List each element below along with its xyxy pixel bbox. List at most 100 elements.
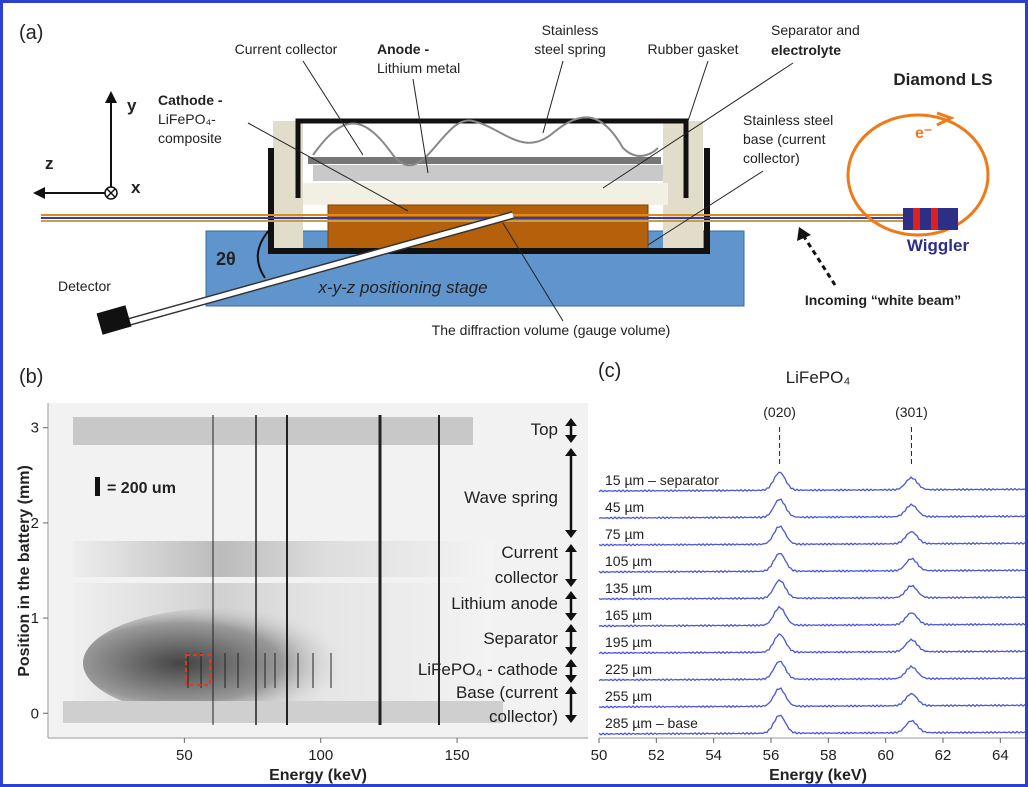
x-tick-label: 64 [992,747,1009,764]
axis-x [106,188,116,198]
trace-label: 105 µm [605,553,652,569]
case [268,148,710,254]
wiggler-pole [913,208,920,230]
trace-label: 195 µm [605,634,652,650]
arrow-head [565,418,577,443]
y-tick-label: 2 [31,515,39,532]
arrow-head [565,624,577,655]
x-tick-label: 60 [877,747,894,764]
x-tick-label: 150 [445,747,470,764]
collector-layer [308,157,661,164]
electron-label: e⁻ [915,125,932,142]
gasket [663,121,703,249]
axis-label: x [131,178,141,197]
angle-arc [256,227,272,279]
part-label: Cathode - [158,92,223,108]
trace-label: 165 µm [605,607,652,623]
wiggler-label: Wiggler [907,236,970,255]
region-label: collector [495,568,559,587]
image-band [73,541,493,577]
trace-label: 75 µm [605,526,644,542]
panel-label: (c) [598,360,621,382]
region-label: collector) [489,707,558,726]
detector-label: Detector [58,278,111,294]
angle-label: 2θ [216,249,236,269]
beam-arrow [801,234,837,286]
source-label: Diamond LS [893,70,992,89]
axis-label: y [127,96,137,115]
x-tick-label: 50 [176,747,193,764]
panel-label: (b) [19,366,43,388]
part-label: Stainless steel [743,112,833,128]
ring-arrow [936,111,955,127]
leader [647,170,764,246]
chart-title: LiFePO₄ [786,368,851,387]
leader [412,78,429,174]
y-tick-label: 0 [31,705,39,722]
wiggler-pole [931,208,938,230]
part-label: Separator and [771,22,860,38]
leader [602,62,794,189]
x-tick-label: 54 [705,747,722,764]
part-label: electrolyte [771,42,841,58]
detector-arm [117,212,514,328]
trace-label: 15 µm – separator [605,472,719,488]
spectrum [598,633,1025,655]
arrow-head [565,591,577,621]
part-label: LiFePO₄- [158,111,216,127]
spectrum [598,525,1025,547]
region-label: Top [531,420,558,439]
y-tick-label: 3 [31,420,39,437]
spectrum [598,471,1025,493]
ring [846,113,990,237]
anode-layer [313,165,663,181]
trace-label: 135 µm [605,580,652,596]
spring [312,116,659,166]
x-tick-label: 52 [648,747,665,764]
x-tick-label: 100 [308,747,333,764]
figure-svg: (a) x-y-z positioning stage 2θ Detector … [16,22,1025,784]
x-tick-label: 62 [935,747,952,764]
peak-label: (020) [763,404,796,420]
image-band [63,701,503,723]
part-label: steel spring [534,41,606,57]
arrow-head [565,686,577,723]
region-label: Lithium anode [451,594,558,613]
arrow-head [33,187,45,199]
spectrum [598,687,1025,709]
spectrum [598,579,1025,601]
arrow-head [105,91,117,103]
scale-bar [95,477,100,496]
part-label: base (current [743,131,826,147]
lid [295,118,689,198]
trace-label: 285 µm – base [605,715,698,731]
region-label: Separator [483,629,558,648]
image-lines [187,415,440,725]
part-label: Anode - [377,41,429,57]
part-label: composite [158,130,222,146]
region-label: Wave spring [464,488,558,507]
peak-label: (301) [895,404,928,420]
part-label: The diffraction volume (gauge volume) [432,322,671,338]
arrow-head [797,227,811,241]
x-tick-label: 50 [591,747,608,764]
diffraction-image: = 200 um [48,403,588,738]
x-axis-label: Energy (keV) [269,767,367,784]
arrow-head [565,659,577,683]
y-axis-label: Position in the battery (mm) [16,465,33,677]
part-label: collector) [743,150,800,166]
axis-label: z [45,154,54,173]
part-label: Current collector [235,41,338,57]
leader [542,60,564,134]
region-label: Base (current [456,683,558,702]
separator-layer [303,183,668,205]
leader [247,122,409,212]
detector [96,305,132,335]
highlight-box [185,654,211,686]
leader [302,60,364,156]
part-label: Lithium metal [377,60,460,76]
trace-label: 45 µm [605,499,644,515]
leader [687,60,709,122]
scale-label: = 200 um [107,480,176,497]
